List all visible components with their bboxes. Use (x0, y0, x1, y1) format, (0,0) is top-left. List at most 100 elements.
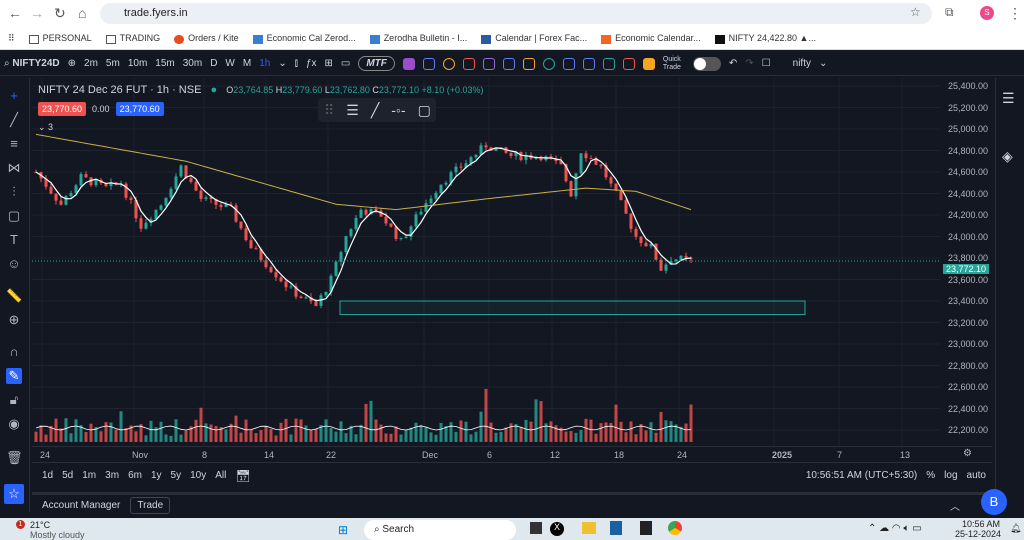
trash-icon[interactable]: 🗑︎ (6, 450, 23, 465)
horizontal-line-icon[interactable]: -◦- (391, 102, 406, 118)
watchlist-star-icon[interactable]: ☆ (4, 484, 24, 504)
chevron-up-icon[interactable]: ︿ (950, 502, 960, 513)
taskbar-date[interactable]: 25-12-2024 (955, 529, 1002, 539)
symbol-search[interactable]: ⌕ NIFTY24D (4, 58, 60, 69)
home-icon[interactable]: ⌂ (78, 5, 87, 21)
windows-start-icon[interactable]: ⊞ (338, 523, 349, 537)
app-icon[interactable] (602, 57, 615, 70)
taskbar-time[interactable]: 10:56 AM (962, 519, 1001, 529)
chevron-down-icon[interactable]: ⌄ (278, 58, 287, 69)
rectangle-icon[interactable]: ▢ (417, 101, 431, 118)
exit-icon[interactable] (462, 57, 475, 70)
sort-icon[interactable] (502, 57, 515, 70)
text-icon[interactable]: T (10, 232, 18, 247)
x-app-icon[interactable]: X (550, 522, 564, 536)
file-explorer-icon[interactable] (582, 522, 596, 534)
zoom-icon[interactable]: ⊕ (8, 312, 20, 327)
bookmark[interactable]: Economic Calendar... (601, 33, 701, 44)
bookmark[interactable]: Orders / Kite (174, 33, 239, 44)
drag-handle-icon[interactable]: ⠿ (324, 101, 335, 118)
emoji-icon[interactable]: ☺ (7, 256, 21, 271)
time-axis[interactable]: 24 Nov 8 14 22 Dec 6 12 18 24 2025 7 13 (32, 446, 992, 462)
eye-icon[interactable]: ◉ (8, 416, 20, 431)
stay-drawing-icon[interactable]: ✎ (6, 368, 22, 384)
profile-avatar[interactable]: S (980, 6, 994, 20)
reload-icon[interactable]: ↻ (54, 5, 66, 21)
undo-icon[interactable]: ↶ (728, 58, 738, 69)
chrome-icon[interactable] (668, 521, 682, 535)
layers-icon[interactable]: ◈ (1002, 148, 1013, 164)
app-icon[interactable] (622, 57, 635, 70)
interval-d[interactable]: D (210, 58, 218, 69)
app-icon[interactable] (562, 57, 575, 70)
range-1y[interactable]: 1y (150, 470, 162, 481)
add-symbol-icon[interactable]: ⊕ (67, 58, 77, 69)
range-1m[interactable]: 1m (82, 470, 97, 481)
lock-icon[interactable]: 🔓︎ (9, 392, 19, 407)
app-icon[interactable] (402, 57, 415, 70)
range-1d[interactable]: 1d (42, 470, 54, 481)
quick-trade-toggle[interactable] (692, 56, 721, 71)
templates-icon[interactable]: ⊞ (324, 58, 333, 69)
back-icon[interactable]: ← (8, 5, 22, 21)
taskbar-app-icon[interactable] (640, 521, 652, 535)
app-icon[interactable] (442, 57, 455, 70)
bookmark[interactable]: Calendar | Forex Fac... (481, 33, 587, 44)
layout-name[interactable]: nifty (792, 58, 811, 69)
shield-icon[interactable] (542, 57, 555, 70)
interval-15m[interactable]: 15m (155, 58, 175, 69)
extensions-icon[interactable]: ⧉ (945, 5, 954, 19)
interval-30m[interactable]: 30m (182, 58, 203, 69)
settings-icon[interactable]: ⚙ (963, 448, 972, 459)
forward-icon[interactable]: → (30, 5, 44, 21)
app-icon[interactable] (422, 57, 435, 70)
avatar[interactable]: B (981, 489, 1007, 515)
interval-m[interactable]: M (242, 58, 252, 69)
interval-5m[interactable]: 5m (105, 58, 120, 69)
interval-2m[interactable]: 2m (84, 58, 98, 69)
price-chart[interactable] (32, 78, 940, 446)
mtf-button[interactable]: MTF (358, 56, 395, 71)
apps-icon[interactable]: ⠿ (8, 33, 15, 43)
fib-icon[interactable]: ≡ (10, 136, 18, 151)
candle-type-icon[interactable]: ⫾ (294, 58, 298, 69)
bookmark-star-icon[interactable]: ☆ (910, 5, 921, 19)
crosshair-icon[interactable]: + (10, 88, 18, 103)
bookmark[interactable]: Economic Cal Zerod... (252, 33, 356, 44)
watchlist-icon[interactable]: ☰ (1002, 90, 1015, 106)
range-10y[interactable]: 10y (190, 470, 207, 481)
taskbar-app-icon[interactable] (610, 521, 622, 535)
bookmark[interactable]: TRADING (105, 33, 160, 44)
percent-toggle[interactable]: % (926, 470, 936, 481)
basket-icon[interactable] (522, 57, 535, 70)
trade-button[interactable]: Trade (130, 497, 171, 514)
buy-button[interactable]: 23,770.60 (115, 102, 164, 116)
taskbar-app-icon[interactable] (530, 522, 542, 534)
line-style-icon[interactable]: ☰ (346, 101, 359, 118)
weather-temp[interactable]: 21°C (30, 520, 51, 530)
interval-1h[interactable]: 1h (259, 58, 271, 69)
pattern-icon[interactable]: ⋈ (7, 160, 21, 175)
menu-icon[interactable]: ⋮ (1008, 5, 1022, 21)
ruler-icon[interactable]: 📏 (6, 288, 23, 303)
sell-button[interactable]: 23,770.60 (38, 102, 87, 116)
notification-icon[interactable]: 🔔︎ (1010, 523, 1022, 533)
system-tray-icons[interactable]: ⌃ ☁ ◠ 🔈︎ ▭ (868, 523, 922, 534)
wallet-icon[interactable] (642, 57, 655, 70)
prediction-icon[interactable]: ⫶ (12, 184, 16, 199)
redo-icon[interactable]: ↷ (745, 58, 754, 69)
auto-toggle[interactable]: auto (966, 470, 986, 481)
app-icon[interactable] (582, 57, 595, 70)
line-icon[interactable]: ╱ (370, 101, 380, 118)
shape-icon[interactable]: ▢ (7, 208, 21, 223)
magnet-icon[interactable]: ∩ (9, 344, 19, 359)
range-3m[interactable]: 3m (105, 470, 120, 481)
range-all[interactable]: All (215, 470, 227, 481)
fullscreen-icon[interactable]: ☐ (761, 58, 771, 69)
chevron-down-icon[interactable]: ⌄ (818, 58, 828, 69)
interval-10m[interactable]: 10m (127, 58, 148, 69)
indicators-icon[interactable]: ƒx (305, 58, 317, 69)
screen-icon[interactable]: ▭ (340, 58, 351, 69)
bookmark[interactable]: NIFTY 24,422.80 ▲... (714, 33, 816, 44)
trendline-icon[interactable]: ╱ (10, 112, 18, 127)
